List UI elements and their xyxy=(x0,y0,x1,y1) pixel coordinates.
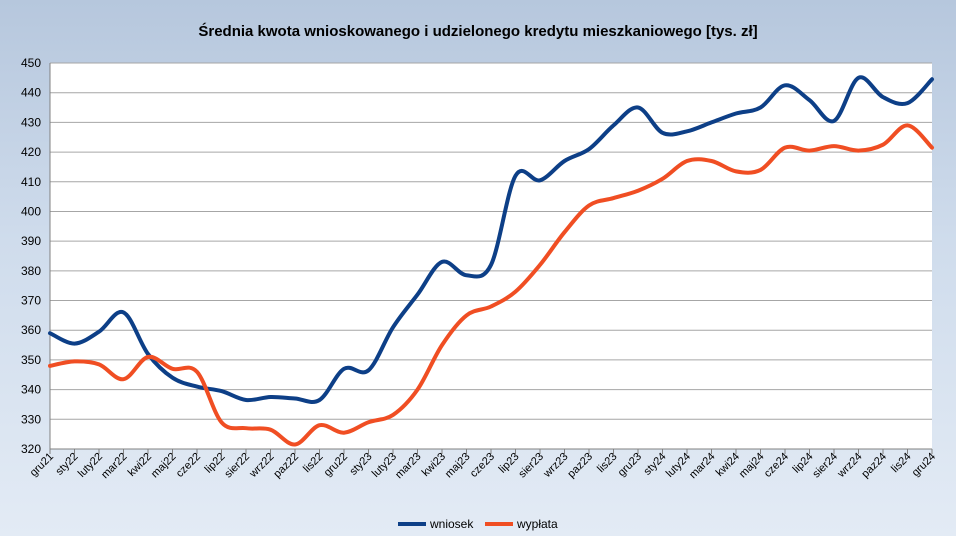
y-tick-label: 420 xyxy=(21,145,41,159)
x-tick-label: sier24 xyxy=(810,451,840,481)
x-tick-label: maj23 xyxy=(443,451,473,481)
x-tick-label: mar24 xyxy=(687,451,718,482)
x-tick-label: paz22 xyxy=(271,451,301,481)
y-tick-label: 330 xyxy=(21,412,41,426)
x-tick-label: sty23 xyxy=(348,451,375,478)
y-tick-label: 410 xyxy=(21,175,41,189)
x-tick-label: gru22 xyxy=(322,451,350,479)
y-tick-label: 390 xyxy=(21,234,41,248)
x-tick-label: wrz24 xyxy=(835,451,865,481)
y-tick-label: 430 xyxy=(21,115,41,129)
plot-background xyxy=(50,63,932,449)
y-axis-ticks: 320 330 340 350 360 370 380 390 400 410 420 430 440 4… xyxy=(21,56,41,456)
x-tick-label: sty24 xyxy=(642,451,669,478)
y-tick-label: 360 xyxy=(21,323,41,337)
legend: wniosek wypłata xyxy=(398,517,558,531)
x-tick-label: cze22 xyxy=(174,451,203,480)
legend-label: wypłata xyxy=(516,517,558,531)
x-tick-label: wrz23 xyxy=(541,451,571,481)
x-tick-label: sty22 xyxy=(54,451,81,478)
x-tick-label: maj22 xyxy=(149,451,179,481)
x-tick-label: gru24 xyxy=(910,451,938,479)
y-tick-label: 320 xyxy=(21,442,41,456)
x-tick-label: wrz22 xyxy=(247,451,277,481)
x-tick-label: kwi22 xyxy=(126,451,154,479)
x-tick-label: maj24 xyxy=(737,451,767,481)
x-tick-label: mar23 xyxy=(393,451,424,482)
x-tick-label: paz23 xyxy=(565,451,595,481)
x-tick-label: kwi24 xyxy=(714,451,742,479)
x-tick-label: sier23 xyxy=(516,451,546,481)
series-lines xyxy=(48,75,934,447)
series-line-wniosek xyxy=(48,75,934,404)
y-tick-label: 400 xyxy=(21,204,41,218)
y-tick-label: 370 xyxy=(21,294,41,308)
x-tick-label: paz24 xyxy=(859,451,889,481)
gridlines xyxy=(50,62,932,450)
y-tick-label: 380 xyxy=(21,264,41,278)
x-tick-label: cze23 xyxy=(468,451,497,480)
y-tick-label: 440 xyxy=(21,86,41,100)
y-tick-label: 350 xyxy=(21,353,41,367)
y-tick-label: 450 xyxy=(21,56,41,70)
x-tick-label: gru23 xyxy=(616,451,644,479)
x-tick-label: sier22 xyxy=(222,451,252,481)
x-tick-label: kwi23 xyxy=(420,451,448,479)
series-line-wyplata xyxy=(48,123,934,447)
y-tick-label: 340 xyxy=(21,383,41,397)
chart-title: Średnia kwota wnioskowanego i udzieloneg… xyxy=(198,22,757,40)
x-tick-label: mar22 xyxy=(99,451,130,482)
legend-label: wniosek xyxy=(429,517,474,531)
x-tick-label: cze24 xyxy=(762,451,791,480)
